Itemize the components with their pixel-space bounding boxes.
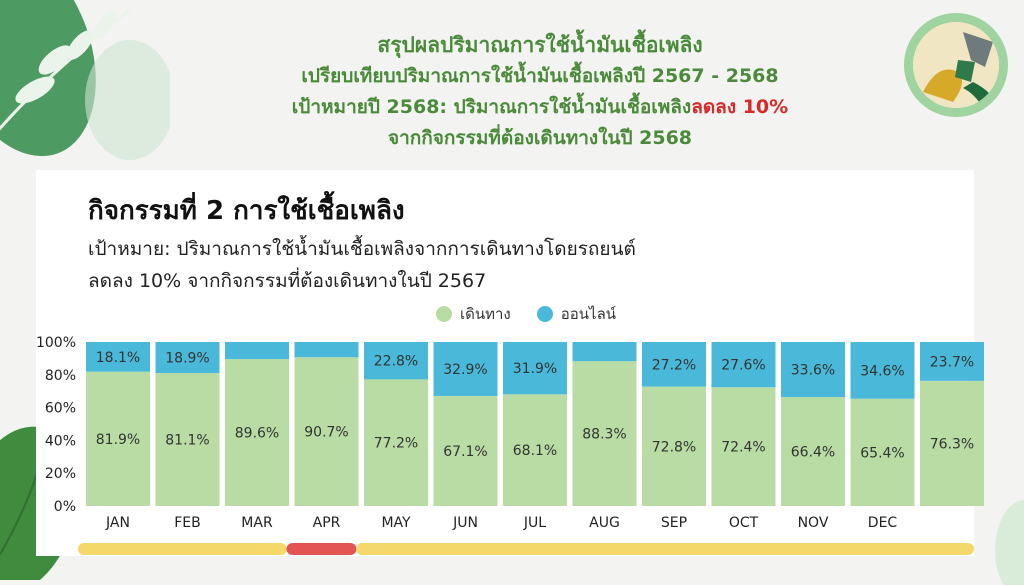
x-tick-label: NOV [798, 515, 829, 531]
bar-travel [86, 371, 150, 506]
data-label-online: 27.2% [652, 357, 696, 373]
bar-online [711, 342, 776, 388]
bar-travel [294, 357, 359, 506]
bar-online [294, 342, 359, 358]
status-bar-yellow [78, 543, 287, 555]
bar-online [503, 342, 567, 395]
x-tick-label: MAY [381, 515, 411, 531]
bar-travel [225, 359, 289, 506]
bar-travel [364, 379, 428, 506]
card-title: กิจกรรมที่ 2 การใช้เชื้อเพลิง [88, 196, 405, 226]
data-label-travel: 77.2% [374, 436, 418, 452]
header-scope: จากกิจกรรมที่ต้องเดินทางในปี 2568 [387, 127, 693, 149]
data-label-online: 23.7% [930, 354, 974, 370]
legend-item-online: ออนไลน์ [536, 302, 617, 326]
bar-online [781, 342, 845, 398]
bar-travel [781, 397, 845, 506]
y-tick-label: 0% [54, 499, 76, 515]
fuel-nozzle-image [904, 13, 1008, 117]
leaf-decoration-bottom-right [995, 500, 1024, 585]
y-tick-label: 100% [36, 335, 76, 351]
data-label-online: 34.6% [860, 363, 904, 379]
header-title: สรุปผลปริมาณการใช้น้ำมันเชื้อเพลิง [377, 33, 703, 57]
data-label-online: 18.9% [165, 350, 209, 366]
header-target-highlight: ลดลง 10% [691, 96, 789, 118]
data-label-travel: 72.8% [652, 439, 696, 455]
bar-travel [155, 372, 220, 506]
card-subtitle-goal: เป้าหมาย: ปริมาณการใช้น้ำมันเชื้อเพลิงจา… [88, 238, 636, 260]
bar-online [850, 342, 915, 399]
data-label-travel: 76.3% [930, 436, 974, 452]
data-label-travel: 72.4% [721, 440, 765, 456]
bar-travel [920, 380, 984, 506]
data-label-online: 33.6% [791, 363, 835, 379]
bar-travel [503, 394, 567, 506]
header: สรุปผลปริมาณการใช้น้ำมันเชื้อเพลิง เปรีย… [180, 30, 900, 154]
bar-online [86, 342, 150, 372]
legend-label-online: ออนไลน์ [560, 305, 617, 323]
bar-travel [711, 387, 776, 506]
x-tick-label: JUN [452, 515, 478, 531]
data-label-travel: 88.3% [582, 427, 626, 443]
header-target: เป้าหมายปี 2568: ปริมาณการใช้น้ำมันเชื้อ… [180, 92, 900, 123]
leaf-decoration-top-left [0, 0, 170, 160]
bar-online [155, 342, 220, 373]
data-label-travel: 66.4% [791, 445, 835, 461]
header-comparison: เปรียบเทียบปริมาณการใช้น้ำมันเชื้อเพลิงป… [301, 65, 779, 87]
data-label-travel: 65.4% [860, 445, 904, 461]
bar-online [364, 342, 428, 380]
y-tick-label: 40% [45, 433, 76, 449]
x-tick-label: APR [313, 515, 341, 531]
data-label-online: 22.8% [374, 354, 418, 370]
data-label-travel: 89.6% [235, 426, 279, 442]
legend-item-travel: เดินทาง [436, 302, 511, 326]
chart-legend: เดินทาง ออนไลน์ [436, 302, 616, 326]
legend-label-travel: เดินทาง [460, 305, 511, 323]
bar-travel [642, 386, 706, 506]
data-label-travel: 68.1% [513, 443, 557, 459]
bar-online [920, 342, 984, 381]
data-label-online: 18.1% [96, 350, 140, 366]
header-target-text: เป้าหมายปี 2568: ปริมาณการใช้น้ำมันเชื้อ… [291, 96, 692, 118]
data-label-online: 31.9% [513, 361, 557, 377]
y-tick-label: 60% [45, 401, 76, 417]
data-label-travel: 81.1% [165, 432, 209, 448]
status-bar-red [286, 543, 357, 555]
status-bar-yellow [356, 543, 974, 555]
x-tick-label: JAN [105, 515, 130, 531]
bar-travel [850, 398, 915, 506]
x-tick-label: MAR [241, 515, 273, 531]
legend-swatch-online [536, 306, 553, 322]
bar-travel [433, 395, 498, 506]
bar-online [433, 342, 498, 396]
data-label-online: 27.6% [721, 358, 765, 374]
bar-online [572, 342, 637, 362]
data-label-online: 32.9% [443, 362, 487, 378]
fuel-nozzle-icon [913, 22, 999, 108]
data-label-travel: 90.7% [304, 425, 348, 441]
card-subtitle-baseline: ลดลง 10% จากกิจกรรมที่ต้องเดินทางในปี 25… [88, 270, 487, 292]
x-tick-label: DEC [868, 515, 898, 531]
x-tick-label: AUG [589, 515, 620, 531]
y-tick-label: 20% [45, 466, 76, 482]
bar-travel [572, 361, 637, 506]
x-tick-label: OCT [729, 515, 759, 531]
x-tick-label: JUL [523, 515, 546, 531]
y-tick-label: 80% [45, 368, 76, 384]
bar-online [642, 342, 706, 387]
x-tick-label: SEP [661, 515, 687, 531]
data-label-travel: 67.1% [443, 444, 487, 460]
bar-online [225, 342, 289, 360]
data-label-travel: 81.9% [96, 432, 140, 448]
x-tick-label: FEB [174, 515, 201, 531]
legend-swatch-travel [436, 306, 452, 322]
